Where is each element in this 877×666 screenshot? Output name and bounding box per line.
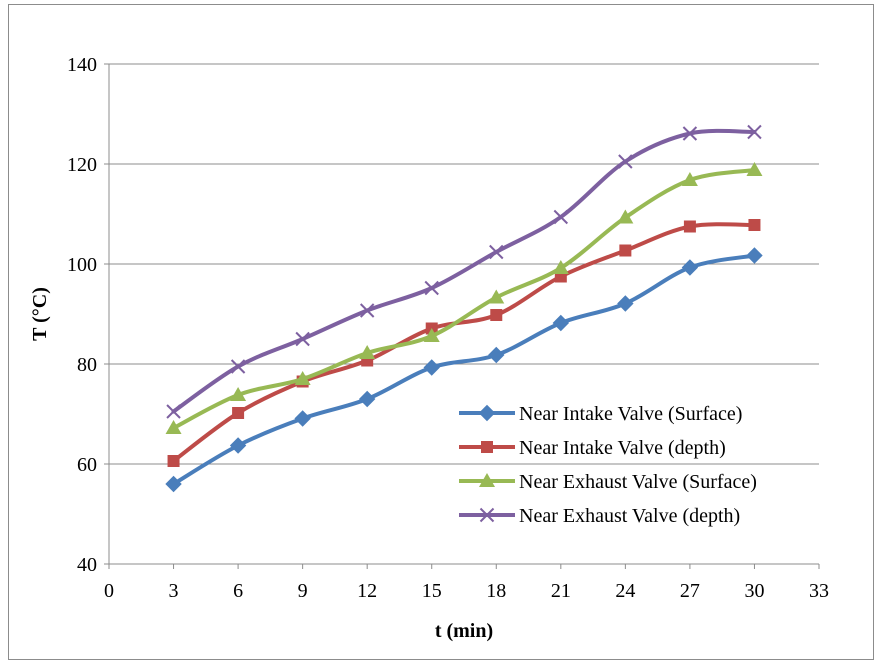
data-point	[358, 390, 376, 408]
data-point	[619, 244, 632, 257]
y-tick-label: 60	[77, 454, 97, 476]
data-point	[748, 219, 761, 231]
data-point	[488, 346, 505, 364]
series-4	[166, 124, 762, 419]
legend-item: Near Intake Valve (depth)	[459, 437, 726, 459]
x-tick-label: 3	[169, 580, 179, 602]
data-point	[681, 172, 698, 186]
data-point	[552, 314, 570, 332]
data-point	[423, 359, 440, 376]
legend-label: Near Intake Valve (Surface)	[519, 403, 742, 425]
data-point	[166, 404, 181, 419]
data-point	[488, 289, 505, 304]
x-tick-label: 6	[233, 580, 243, 602]
legend-item: Near Exhaust Valve (depth)	[459, 505, 740, 527]
y-tick-label: 40	[77, 554, 97, 576]
legend-marker	[478, 404, 496, 422]
data-point	[553, 209, 569, 225]
x-axis-title: t (min)	[435, 620, 493, 642]
legend-item: Near Exhaust Valve (Surface)	[459, 471, 757, 493]
x-tick-label: 24	[615, 580, 635, 602]
x-tick-label: 12	[357, 580, 377, 602]
series-1	[165, 247, 763, 493]
data-point	[746, 162, 763, 176]
x-tick-label: 27	[680, 580, 700, 602]
axes: 40 60 80 100 120 140 0 3 6 9 12 15 18 21 24 27 30 33	[67, 54, 829, 602]
data-point	[617, 209, 634, 224]
data-point	[747, 124, 762, 140]
legend-label: Near Intake Valve (depth)	[519, 437, 726, 459]
data-point	[165, 420, 182, 434]
series-line	[171, 253, 757, 486]
legend-label: Near Exhaust Valve (depth)	[519, 505, 740, 527]
x-tick-label: 0	[104, 580, 114, 602]
data-point	[424, 280, 439, 296]
legend-marker	[479, 473, 495, 487]
data-point	[423, 328, 440, 342]
series-line	[171, 168, 757, 430]
y-tick-label: 100	[67, 254, 97, 276]
x-tick-label: 21	[551, 580, 571, 602]
data-point	[617, 295, 634, 312]
y-tick-label: 80	[77, 354, 97, 376]
x-tick-label: 15	[422, 580, 442, 602]
data-point	[294, 371, 311, 385]
data-point	[552, 260, 569, 274]
series-line	[171, 222, 757, 463]
data-point	[229, 437, 247, 454]
data-point	[294, 410, 311, 427]
x-tick-label: 30	[744, 580, 764, 602]
y-tick-label: 120	[67, 154, 97, 176]
legend: Near Intake Valve (Surface) Near Intake V…	[459, 403, 757, 527]
data-point	[165, 475, 182, 493]
series-layer	[165, 124, 763, 493]
data-point	[683, 220, 696, 233]
y-tick-label: 140	[67, 54, 97, 76]
gridlines	[109, 63, 819, 465]
data-point	[232, 407, 245, 419]
x-tick-label: 9	[298, 580, 308, 602]
data-point	[359, 303, 375, 318]
x-tick-label: 33	[809, 580, 829, 602]
data-point	[167, 455, 180, 467]
legend-label: Near Exhaust Valve (Surface)	[519, 471, 757, 493]
data-point	[746, 247, 763, 264]
data-point	[618, 154, 633, 169]
x-tick-label: 18	[486, 580, 506, 602]
data-point	[682, 126, 698, 141]
series-line	[171, 128, 757, 414]
data-point	[490, 309, 503, 321]
series-2	[167, 219, 761, 467]
data-point	[230, 359, 246, 374]
legend-marker	[481, 441, 493, 453]
data-point	[295, 331, 310, 347]
series-3	[165, 162, 763, 434]
data-point	[489, 244, 504, 260]
legend-marker	[479, 507, 495, 523]
data-point	[681, 259, 699, 276]
data-point	[359, 345, 376, 359]
legend-item: Near Intake Valve (Surface)	[459, 403, 742, 425]
y-axis-title: T (°C)	[29, 287, 51, 341]
data-point	[230, 387, 247, 401]
